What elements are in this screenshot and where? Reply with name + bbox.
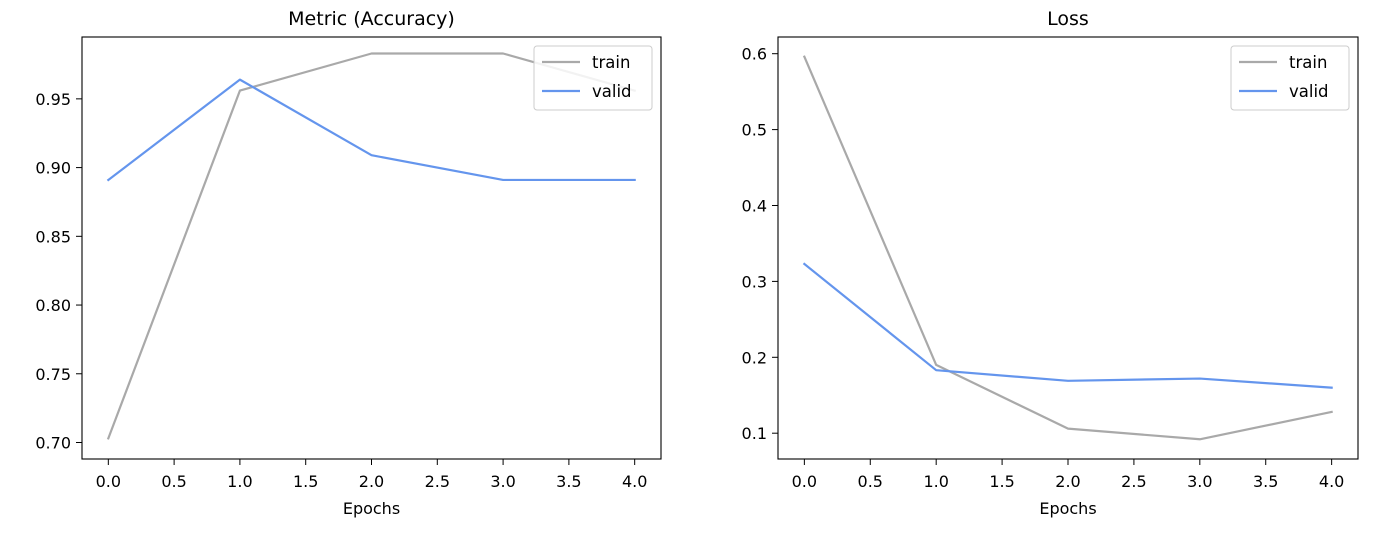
chart-1-y-tick-label: 0.95 [35,90,71,109]
chart-1-y-tick-label: 0.70 [35,434,71,453]
chart-2-y-tick-label: 0.5 [742,121,767,140]
chart-2: Loss 0.0 0.5 1.0 1.5 2.0 2.5 3.0 3.5 4.0 0.1 0.2 0.3… [742,8,1359,518]
chart-2-y-tick-label: 0.2 [742,348,767,367]
chart-2-x-tick-label: 0.5 [858,472,883,491]
chart-1-legend-label-train: train [592,53,630,72]
chart-1-x-axis-label: Epochs [343,499,400,518]
chart-1-y-tick-label: 0.90 [35,159,71,178]
chart-1-x-tick-label: 0.0 [96,472,121,491]
chart-1-x-tick-label: 3.0 [490,472,515,491]
chart-1-x-tick-label: 3.5 [556,472,581,491]
chart-1-x-tick-label: 2.0 [359,472,384,491]
chart-1-x-tick-label: 1.0 [227,472,252,491]
chart-1-x-tick-label: 4.0 [622,472,647,491]
chart-1-y-tick-label: 0.80 [35,296,71,315]
chart-2-x-tick-label: 3.5 [1253,472,1278,491]
chart-2-y-tick-label: 0.4 [742,196,767,215]
chart-2-x-tick-label: 3.0 [1187,472,1212,491]
chart-2-x-tick-label: 1.5 [989,472,1014,491]
chart-1-x-tick-label: 0.5 [161,472,186,491]
chart-2-x-tick-label: 4.0 [1319,472,1344,491]
chart-2-legend-label-valid: valid [1289,82,1329,101]
chart-1-legend-label-valid: valid [592,82,632,101]
chart-2-y-tick-label: 0.1 [742,424,767,443]
chart-1-x-tick-label: 1.5 [293,472,318,491]
chart-2-x-tick-label: 2.5 [1121,472,1146,491]
chart-1-x-tick-label: 2.5 [425,472,450,491]
chart-1-y-tick-label: 0.75 [35,365,71,384]
chart-2-y-tick-label: 0.3 [742,272,767,291]
chart-2-legend: train valid [1230,45,1350,111]
chart-2-series-train-line [802,55,1333,441]
chart-2-y-tick-label: 0.6 [742,45,767,64]
chart-2-series-valid-line [802,262,1333,389]
chart-1-y-tick-label: 0.85 [35,227,71,246]
chart-1: Metric (Accuracy) 0.0 0.5 1.0 1.5 2.0 2.5 3.0 3.… [35,8,662,518]
chart-2-x-tick-label: 1.0 [923,472,948,491]
chart-1-series-train-line [106,52,637,440]
chart-2-x-tick-label: 2.0 [1055,472,1080,491]
chart-2-title: Loss [1047,8,1089,30]
chart-1-legend: train valid [533,45,653,111]
chart-2-x-axis-label: Epochs [1039,499,1096,518]
chart-2-legend-label-train: train [1289,53,1327,72]
chart-1-title: Metric (Accuracy) [288,8,455,30]
chart-2-x-tick-label: 0.0 [792,472,817,491]
chart-1-series-valid-line [106,78,636,182]
